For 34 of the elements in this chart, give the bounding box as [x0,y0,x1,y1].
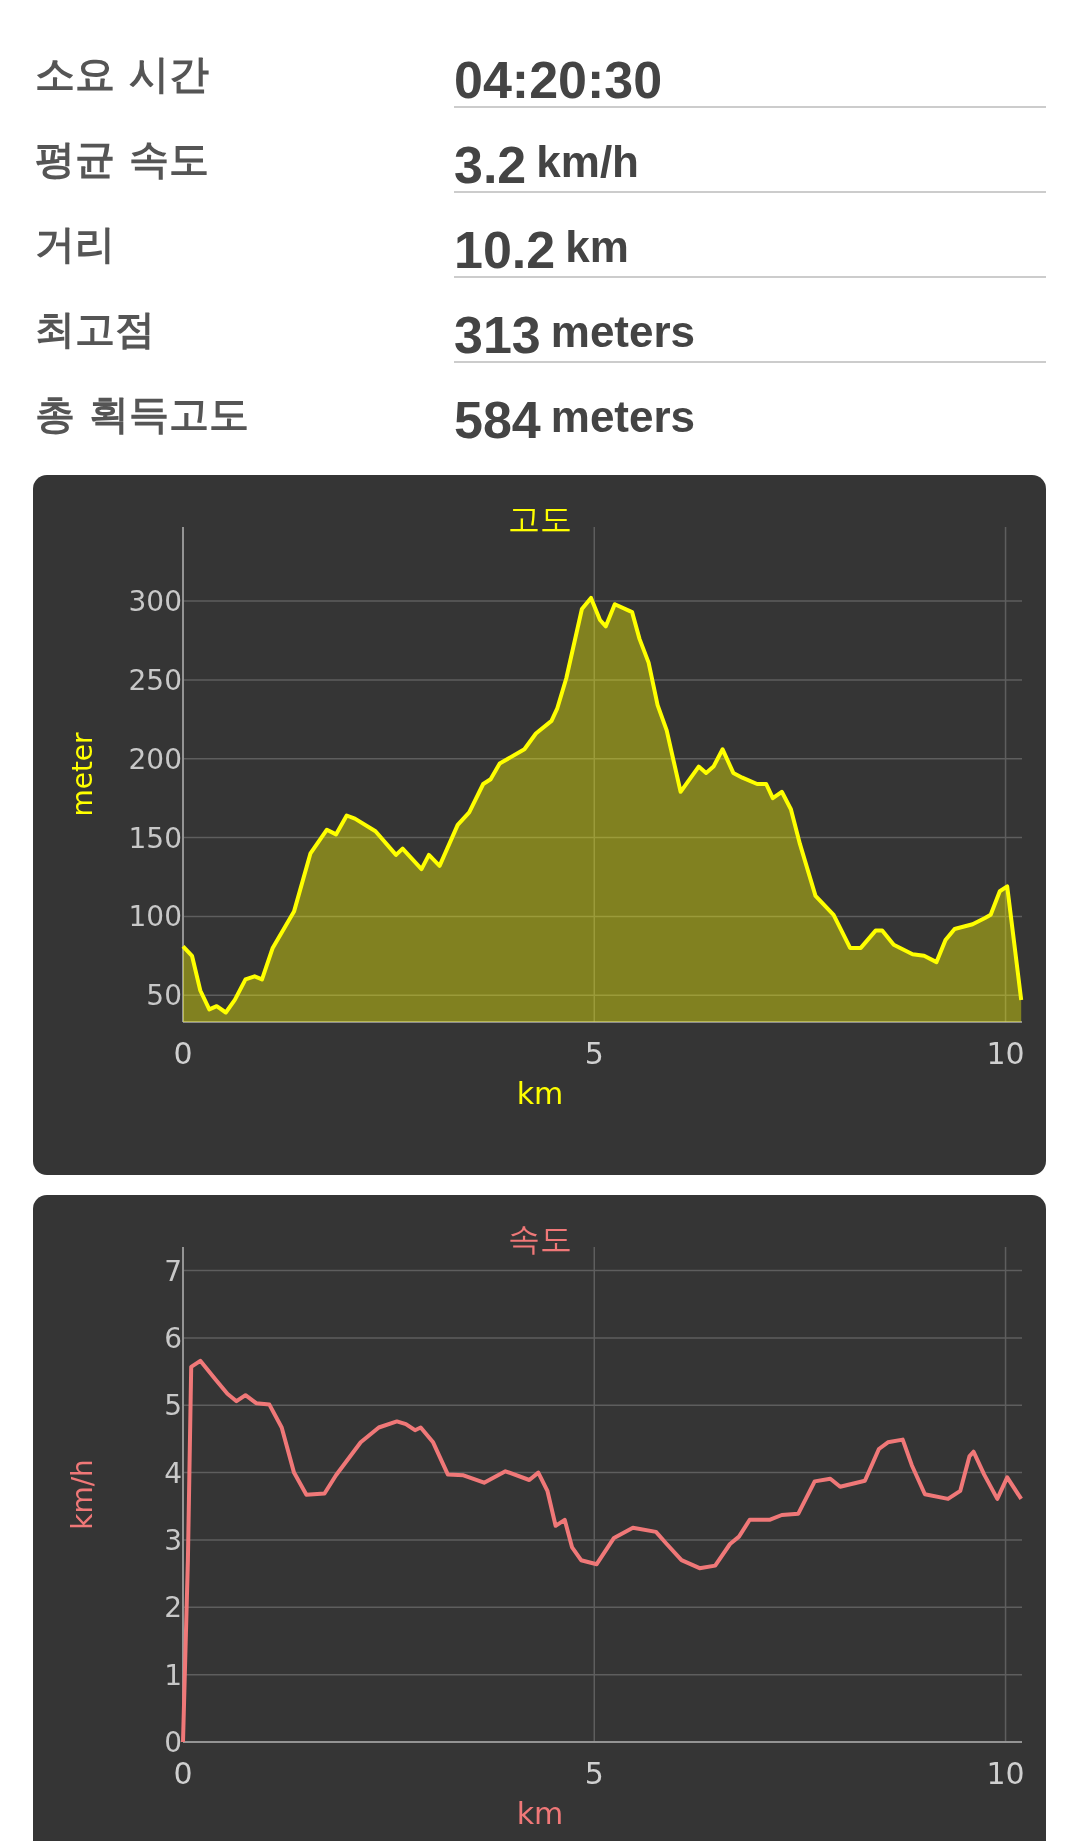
y-tick-label: 4 [164,1456,182,1490]
text: 10.2 km [454,221,629,279]
y-tick-label: 300 [128,585,182,619]
y-tick-label: 6 [164,1321,182,1355]
chart-title: 속도 [508,1220,572,1258]
chart-title: 고도 [508,500,572,538]
category-label: 평균 속도 [35,136,209,182]
y-tick-label: 100 [128,900,182,934]
y-tick-label: 3 [164,1523,182,1557]
x-tick-label: 10 [986,1036,1025,1071]
x-tick-label: 10 [986,1756,1025,1791]
text: 04:20:30 [454,51,663,109]
y-tick-label: 200 [128,742,182,776]
y-axis-title: km/h [66,1459,99,1530]
y-tick-label: 5 [164,1389,182,1423]
y-tick-label: 250 [128,663,182,697]
y-tick-label: 2 [164,1591,182,1625]
y-axis-title: meter [66,731,99,817]
y-tick-label: 150 [128,821,182,855]
category-label: 거리 [35,221,115,267]
y-tick-label: 7 [164,1254,182,1288]
y-tick-label: 0 [164,1726,182,1759]
x-axis-title: km [516,1796,564,1831]
x-tick-label: 5 [584,1756,604,1791]
text: 584 meters [454,391,696,449]
category-label: 총 획득고도 [35,391,249,437]
text: 313 meters [454,306,696,364]
category-label: 소요 시간 [35,51,209,97]
category-label: 최고점 [35,306,155,352]
text: 3.2 km/h [454,136,639,194]
y-tick-label: 50 [146,979,182,1013]
x-axis-title: km [516,1076,564,1111]
x-tick-label: 5 [584,1036,604,1071]
y-tick-label: 1 [164,1658,182,1692]
